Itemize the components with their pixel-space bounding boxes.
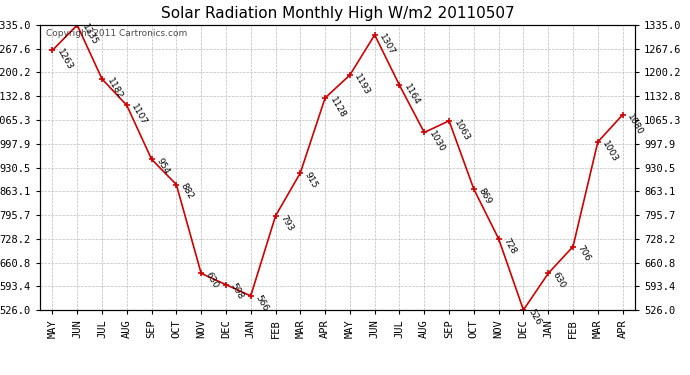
Text: 954: 954 [155, 156, 170, 176]
Title: Solar Radiation Monthly High W/m2 20110507: Solar Radiation Monthly High W/m2 201105… [161, 6, 514, 21]
Text: 1080: 1080 [625, 112, 644, 136]
Text: 793: 793 [278, 213, 295, 232]
Text: 526: 526 [526, 307, 542, 327]
Text: 1030: 1030 [427, 130, 446, 154]
Text: 566: 566 [253, 293, 270, 313]
Text: 1164: 1164 [402, 82, 422, 107]
Text: 630: 630 [551, 271, 567, 290]
Text: 1182: 1182 [105, 76, 124, 100]
Text: 869: 869 [477, 186, 493, 206]
Text: 1307: 1307 [377, 32, 397, 57]
Text: 915: 915 [303, 170, 319, 190]
Text: Copyright 2011 Cartronics.com: Copyright 2011 Cartronics.com [46, 29, 187, 38]
Text: 1193: 1193 [353, 72, 372, 97]
Text: 882: 882 [179, 182, 195, 201]
Text: 1335: 1335 [80, 22, 99, 46]
Text: 598: 598 [228, 282, 245, 301]
Text: 1128: 1128 [328, 95, 347, 120]
Text: 1263: 1263 [55, 48, 75, 72]
Text: 1107: 1107 [130, 102, 149, 127]
Text: 1063: 1063 [452, 118, 471, 142]
Text: 630: 630 [204, 271, 220, 290]
Text: 1003: 1003 [600, 139, 620, 164]
Text: 706: 706 [575, 244, 592, 263]
Text: 728: 728 [502, 236, 518, 255]
